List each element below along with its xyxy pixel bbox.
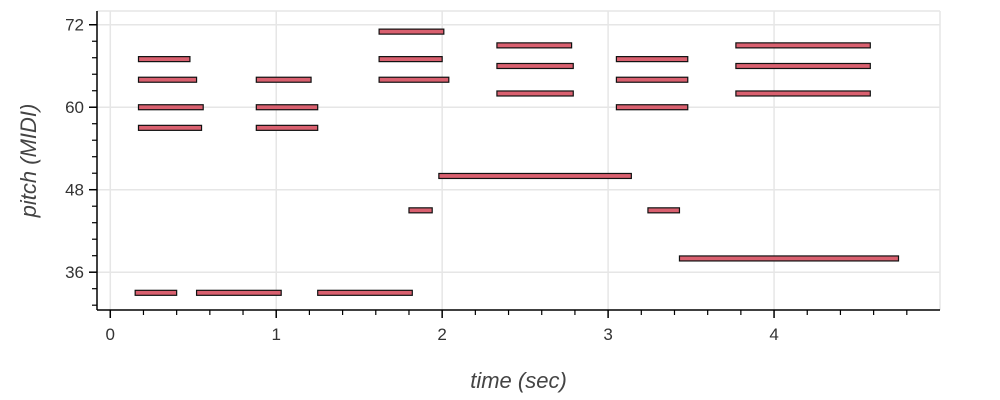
x-tick-label: 1: [271, 325, 280, 344]
y-tick-label: 72: [65, 16, 84, 35]
ticks: 0 1 2 3 4 36 48 60 72: [65, 16, 908, 344]
note-bar: [438, 172, 632, 180]
note-bar: [255, 76, 312, 83]
y-tick-label: 60: [65, 98, 84, 117]
note-bar: [615, 104, 689, 111]
x-tick-label: 2: [437, 325, 446, 344]
note-bar: [735, 42, 871, 49]
note-bar: [615, 56, 689, 63]
axes: [96, 11, 940, 311]
notes: [134, 28, 900, 296]
note-bar: [255, 124, 319, 131]
note-bar: [735, 90, 871, 97]
note-bar: [496, 42, 573, 49]
note-bar: [378, 28, 445, 35]
note-bar: [255, 104, 319, 111]
x-tick-label: 4: [769, 325, 778, 344]
x-tick-label: 3: [603, 325, 612, 344]
note-bar: [137, 124, 203, 131]
grid: [97, 10, 941, 310]
y-tick-label: 36: [65, 263, 84, 282]
note-bar: [615, 76, 689, 83]
note-bar: [496, 62, 574, 70]
note-bar: [137, 56, 191, 63]
note-bar: [678, 255, 900, 262]
note-bar: [735, 62, 871, 70]
y-tick-label: 48: [65, 181, 84, 200]
note-bar: [137, 104, 204, 111]
note-bar: [137, 76, 198, 83]
y-axis-label: pitch (MIDI): [16, 104, 41, 219]
note-bar: [317, 289, 413, 296]
note-bar: [195, 289, 282, 296]
note-bar: [647, 207, 681, 214]
note-bar: [378, 76, 450, 83]
x-tick-label: 0: [106, 325, 115, 344]
x-axis-label: time (sec): [470, 368, 567, 393]
note-bar: [408, 207, 433, 214]
note-bar: [134, 289, 178, 296]
note-bar: [378, 56, 443, 63]
note-bar: [496, 90, 574, 97]
